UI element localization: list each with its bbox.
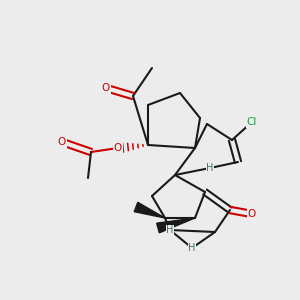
Polygon shape — [157, 218, 195, 233]
Text: O: O — [58, 137, 66, 147]
Text: O: O — [248, 209, 256, 219]
Text: O: O — [114, 143, 122, 153]
Polygon shape — [134, 202, 165, 218]
Text: H: H — [188, 243, 196, 253]
Text: H: H — [166, 225, 174, 235]
Text: O: O — [102, 83, 110, 93]
Text: H: H — [206, 163, 214, 173]
Text: Cl: Cl — [247, 117, 257, 127]
